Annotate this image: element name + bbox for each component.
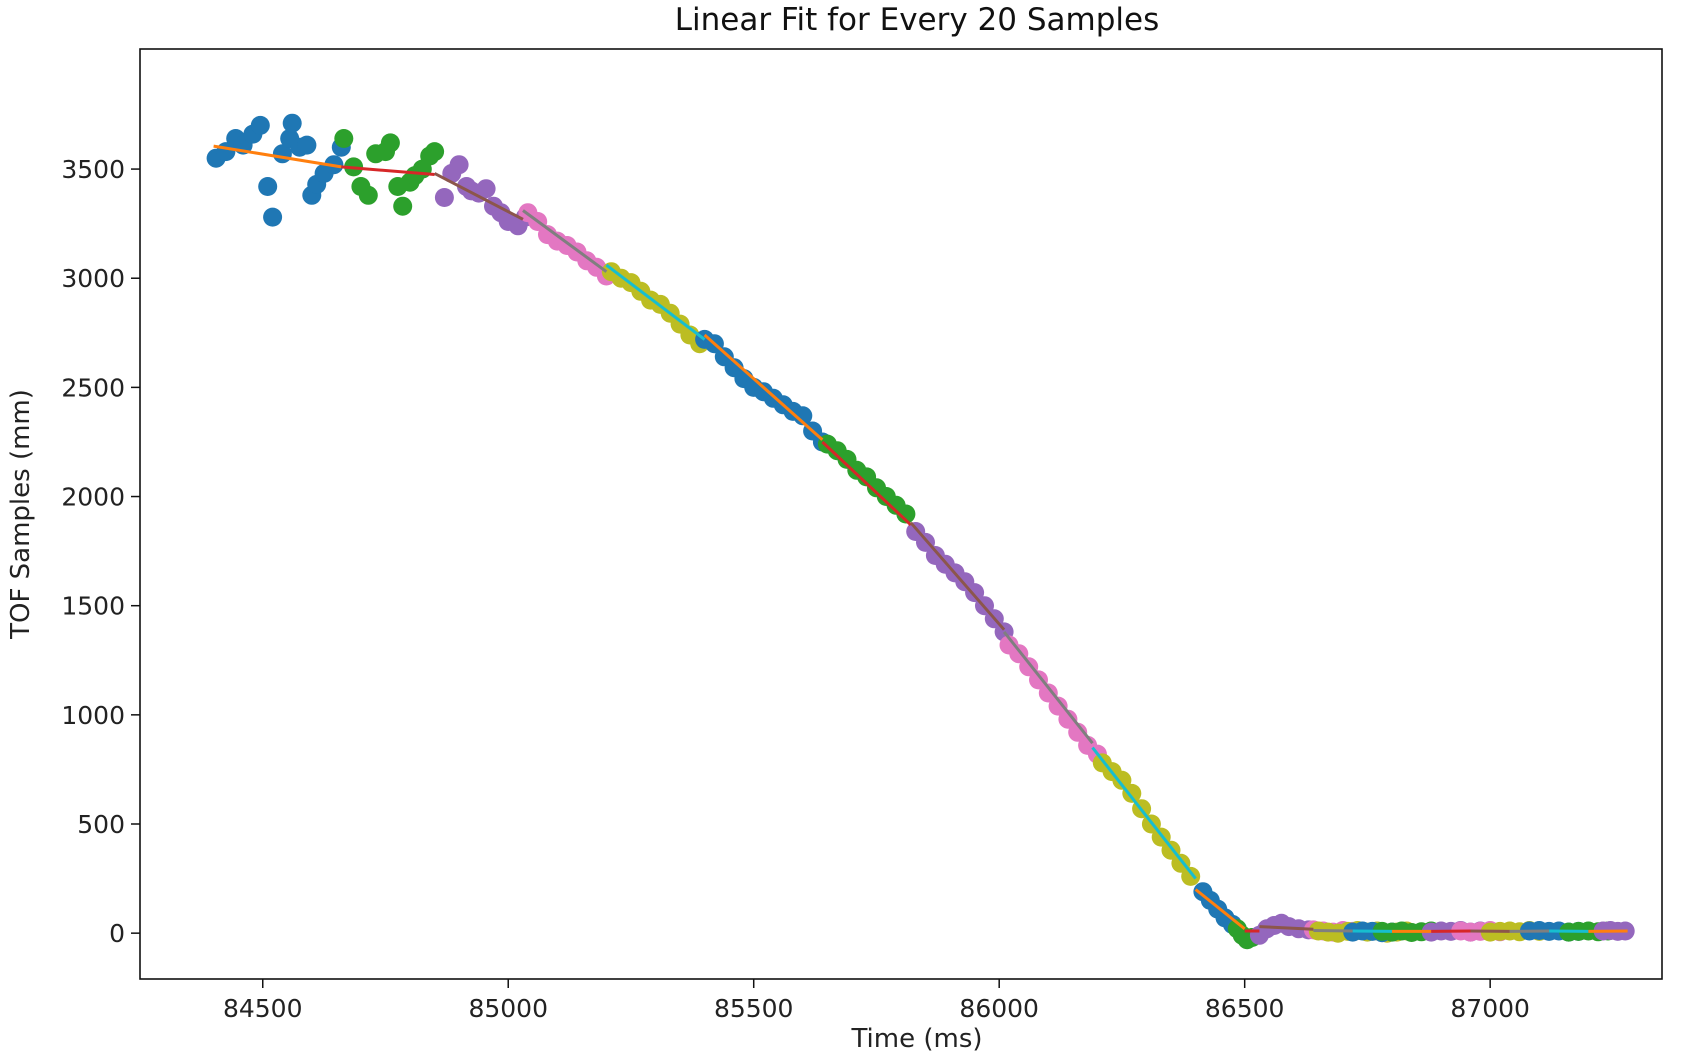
data-point: [1122, 783, 1142, 803]
data-point: [297, 135, 317, 155]
fit-line: [213, 144, 342, 169]
data-point: [896, 504, 916, 524]
data-point: [476, 179, 496, 199]
fit-line: [605, 263, 706, 341]
data-point: [434, 188, 454, 207]
data-point: [334, 129, 354, 148]
data-point: [1068, 722, 1088, 742]
fit-lines: [213, 144, 1628, 933]
data-point: [380, 133, 400, 153]
fit-line: [1091, 746, 1197, 880]
plot-area-frame: [139, 48, 1663, 980]
fit-line: [522, 209, 608, 273]
y-tick-label: 3000: [61, 264, 125, 293]
scatter-series-6: [817, 434, 916, 524]
y-tick-label: 0: [109, 919, 125, 948]
y-tick-label: 2000: [61, 483, 125, 512]
data-point: [1112, 770, 1132, 790]
x-tick-label: 87000: [1450, 994, 1530, 1023]
fit-line: [1313, 929, 1353, 933]
y-axis: 0 500 1000 1500 2000 2500 3000 3500: [61, 155, 140, 948]
chart-title: Linear Fit for Every 20 Samples: [675, 2, 1160, 38]
scatter-series-1: [334, 129, 445, 216]
x-axis: 84500 85000 85500 86000 86500 87000: [223, 979, 1530, 1023]
data-point: [258, 177, 278, 196]
y-tick-label: 1500: [61, 592, 125, 621]
data-point: [282, 113, 302, 133]
data-point: [1048, 696, 1068, 716]
fit-line: [341, 165, 435, 176]
x-tick-label: 86500: [1205, 994, 1285, 1023]
data-point: [393, 196, 413, 216]
x-tick-label: 84500: [223, 994, 303, 1023]
data-point: [1181, 866, 1201, 886]
y-tick-label: 3500: [61, 155, 125, 184]
y-tick-label: 1000: [61, 701, 125, 730]
data-point: [1019, 657, 1039, 677]
fit-line: [909, 521, 1006, 631]
data-point: [263, 207, 283, 227]
fit-line: [821, 440, 912, 526]
data-point: [965, 583, 985, 603]
x-axis-label: Time (ms): [850, 1024, 982, 1054]
fit-line: [1002, 630, 1094, 745]
fit-line: [1259, 925, 1314, 931]
data-point: [358, 185, 378, 205]
y-tick-label: 2500: [61, 373, 125, 402]
x-tick-label: 85500: [714, 994, 794, 1023]
data-point: [1029, 670, 1048, 690]
y-tick-label: 500: [77, 810, 125, 839]
fit-line: [703, 333, 824, 441]
x-tick-label: 86000: [959, 994, 1039, 1023]
fit-line: [433, 172, 524, 221]
data-point: [793, 406, 813, 426]
data-point: [1058, 709, 1078, 729]
data-point: [1038, 683, 1058, 703]
fit-line: [1194, 888, 1246, 930]
y-axis-label: TOF Samples (mm): [6, 389, 36, 640]
data-point: [250, 115, 270, 135]
data-point: [425, 142, 445, 162]
x-tick-label: 85000: [468, 994, 548, 1023]
data-point: [449, 155, 469, 175]
